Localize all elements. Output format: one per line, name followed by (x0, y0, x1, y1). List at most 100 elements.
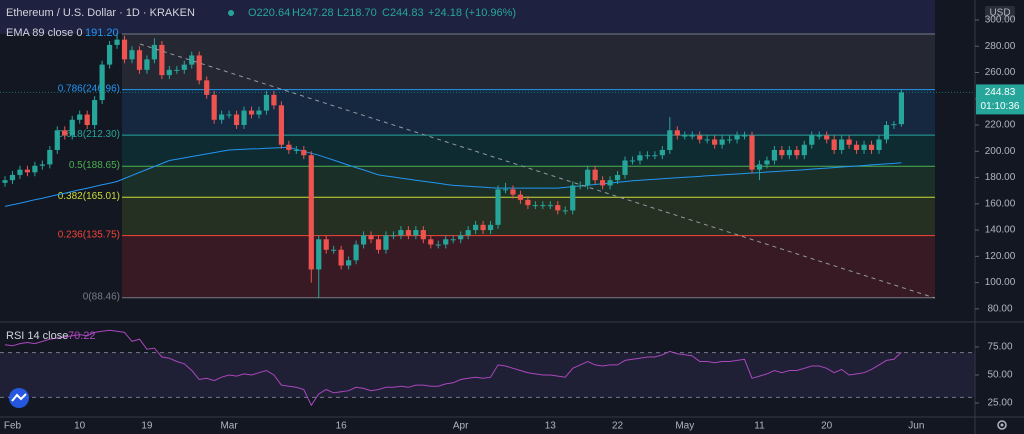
candle-body (510, 189, 516, 195)
candle-body (712, 139, 718, 145)
fib-label: 0.618(212.30) (58, 129, 120, 140)
fib-zone (122, 235, 935, 298)
candle-body (181, 64, 187, 70)
x-tick-label: Apr (453, 421, 469, 432)
y-tick-label: 50.00 (987, 370, 1012, 381)
candle-body (525, 199, 531, 206)
candle-body (614, 174, 621, 181)
candle-body (585, 169, 591, 186)
y-tick-label: 75.00 (987, 342, 1012, 353)
low-label: L218.70 (337, 7, 377, 19)
x-tick-label: Mar (220, 421, 238, 432)
candle-body (839, 139, 845, 150)
candle-body (144, 59, 150, 70)
fib-zone (122, 34, 935, 90)
countdown: 01:10:36 (981, 101, 1020, 112)
candle-body (465, 230, 471, 236)
plot-layer: 0.786(246.96) 0.618(212.30) 0.5(188.65) 0.3… (0, 33, 975, 407)
settings-icon[interactable] (997, 420, 1007, 430)
last-price-label: 244.83 (985, 87, 1016, 98)
candle-body (570, 185, 576, 211)
candle-body (659, 149, 665, 156)
top-zone (0, 0, 935, 34)
candle-body (629, 160, 636, 162)
candle-body (674, 130, 680, 136)
candle-body (637, 155, 643, 161)
candle-body (831, 139, 837, 150)
candle-body (517, 194, 524, 200)
candle-body (136, 50, 143, 70)
x-tick-label: 22 (612, 421, 624, 432)
candle-body (547, 205, 553, 207)
candle-body (592, 169, 598, 181)
candle-body (204, 80, 210, 95)
candle-body (353, 244, 359, 261)
candle-body (323, 239, 329, 250)
fib-label: 0.786(246.96) (58, 83, 120, 94)
candle-body (84, 114, 90, 126)
candle-body (771, 149, 778, 161)
candle-body (443, 239, 449, 245)
candle-body (868, 144, 875, 150)
x-tick-label: 19 (141, 421, 153, 432)
x-tick-label: Jun (908, 421, 924, 432)
logo[interactable] (9, 388, 29, 408)
candle-body (644, 155, 651, 157)
candle-body (532, 205, 538, 207)
candle-body (764, 160, 770, 165)
candle-body (47, 149, 53, 165)
candle-body (756, 164, 763, 170)
x-tick-label: 13 (545, 421, 557, 432)
candle-body (32, 165, 38, 173)
candle-body (338, 249, 344, 266)
candle-body (428, 239, 434, 245)
last-price-tag (976, 84, 1024, 115)
open-label: O220.64 (248, 7, 290, 19)
candle-body (540, 205, 546, 207)
x-tick-label: 16 (336, 421, 348, 432)
candle-body (69, 119, 75, 136)
candle-body (450, 239, 456, 241)
rsi-legend: RSI 14 close (6, 330, 68, 342)
candle-body (876, 139, 882, 150)
y-tick-label: 120.00 (985, 251, 1016, 262)
candle-body (390, 235, 397, 237)
candle-body (846, 139, 852, 145)
candle-body (741, 135, 748, 137)
candle-body (159, 44, 165, 76)
candle-body (682, 135, 688, 137)
candle-body (331, 249, 337, 251)
candle-body (278, 105, 284, 145)
candle-body (286, 144, 292, 150)
candle-body (360, 235, 367, 245)
candle-body (891, 124, 897, 126)
x-tick-label: 20 (821, 421, 833, 432)
candle-body (99, 64, 105, 101)
candle-body (316, 239, 322, 270)
candle-body (824, 135, 830, 140)
candle-body (883, 125, 890, 140)
status-dot (228, 10, 234, 16)
candle-body (196, 55, 202, 81)
candle-body (233, 114, 240, 126)
candle-body (375, 239, 382, 250)
candle-body (689, 135, 695, 137)
y-tick-label: 140.00 (985, 225, 1016, 236)
rsi-line (4, 329, 902, 407)
candle-body (734, 135, 740, 140)
y-tick-label: 200.00 (985, 146, 1016, 157)
ema-legend: EMA 89 close 0 (6, 27, 82, 39)
candle-body (271, 94, 277, 106)
y-tick-label: 220.00 (985, 120, 1016, 131)
candle-body (667, 130, 673, 150)
candle-body (898, 92, 904, 125)
currency-badge[interactable] (985, 6, 1015, 20)
candle-body (473, 224, 479, 231)
candle-body (779, 149, 785, 156)
candle-body (502, 189, 509, 191)
candle-body (211, 94, 217, 120)
candle-body (2, 180, 8, 183)
candle-body (487, 224, 494, 231)
